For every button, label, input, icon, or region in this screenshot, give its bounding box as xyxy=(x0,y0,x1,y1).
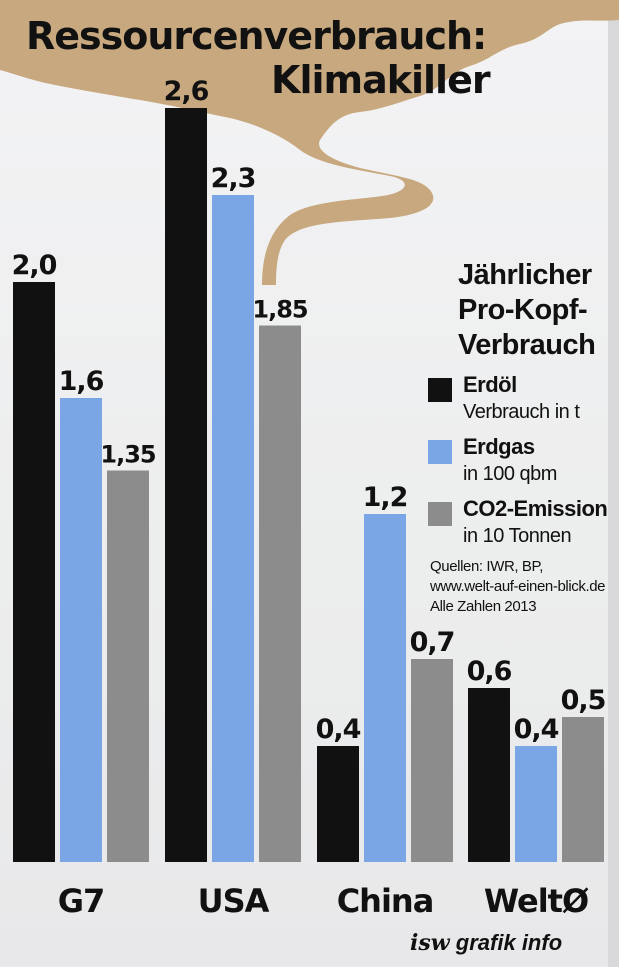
bar-erd-l-china xyxy=(317,746,359,862)
bar-erdgas-g7 xyxy=(60,398,102,862)
bar-co2-emission-welt xyxy=(562,717,604,862)
bar-value-label: 2,0 xyxy=(12,250,57,281)
legend-swatch xyxy=(428,378,452,402)
legend-series-unit: Verbrauch in t xyxy=(463,401,580,423)
legend-title-line: Jährlicher xyxy=(458,259,592,291)
legend-swatch xyxy=(428,440,452,464)
category-label: WeltØ xyxy=(484,882,589,920)
category-label: USA xyxy=(198,882,270,920)
brand-logo: isw grafik info xyxy=(410,930,562,956)
bar-value-label: 1,35 xyxy=(100,441,156,469)
legend-series-name: Erdöl xyxy=(463,372,517,397)
bar-value-label: 0,4 xyxy=(316,714,361,745)
bar-value-label: 2,3 xyxy=(211,163,256,194)
source-line: Quellen: IWR, BP, xyxy=(430,558,543,575)
legend-series-unit: in 100 qbm xyxy=(463,463,557,485)
brand-suffix: grafik info xyxy=(449,930,563,955)
page-edge xyxy=(608,0,619,967)
legend-title-line: Pro-Kopf- xyxy=(458,294,588,326)
bar-co2-emission-usa xyxy=(259,325,301,862)
chart-title: Ressourcenverbrauch: Klimakiller xyxy=(26,14,586,102)
bar-erdgas-welt xyxy=(515,746,557,862)
legend-series-unit: in 10 Tonnen xyxy=(463,525,572,547)
category-label: China xyxy=(337,882,434,920)
legend-swatch xyxy=(428,502,452,526)
bar-erdgas-usa xyxy=(212,195,254,862)
bar-co2-emission-china xyxy=(411,659,453,862)
category-label: G7 xyxy=(58,882,105,920)
bar-erdgas-china xyxy=(364,514,406,862)
legend-title: Jährlicher Pro-Kopf- Verbrauch xyxy=(458,258,608,363)
bar-value-label: 0,5 xyxy=(561,685,606,716)
bar-value-label: 1,85 xyxy=(252,296,308,324)
bar-value-label: 2,6 xyxy=(164,76,209,107)
brand-prefix: isw xyxy=(410,930,450,956)
smoke-cloud xyxy=(0,0,619,285)
legend-series-name: Erdgas xyxy=(463,434,535,459)
bar-value-label: 1,2 xyxy=(363,482,408,513)
source-line: www.welt-auf-einen-blick.de xyxy=(430,578,606,595)
legend-series-name: CO2-Emission xyxy=(463,496,608,521)
bar-erd-l-welt xyxy=(468,688,510,862)
bar-value-label: 0,4 xyxy=(514,714,559,745)
bar-co2-emission-g7 xyxy=(107,470,149,862)
source-note: Quellen: IWR, BP, www.welt-auf-einen-bli… xyxy=(430,557,610,617)
legend-title-line: Verbrauch xyxy=(458,329,596,361)
title-line-1: Ressourcenverbrauch: xyxy=(26,14,487,58)
title-line-2: Klimakiller xyxy=(271,58,491,102)
bar-value-label: 0,7 xyxy=(410,627,455,658)
bar-erd-l-usa xyxy=(165,108,207,862)
bar-value-label: 0,6 xyxy=(467,656,512,687)
bar-erd-l-g7 xyxy=(13,282,55,862)
source-line: Alle Zahlen 2013 xyxy=(430,598,537,615)
bar-value-label: 1,6 xyxy=(59,366,104,397)
